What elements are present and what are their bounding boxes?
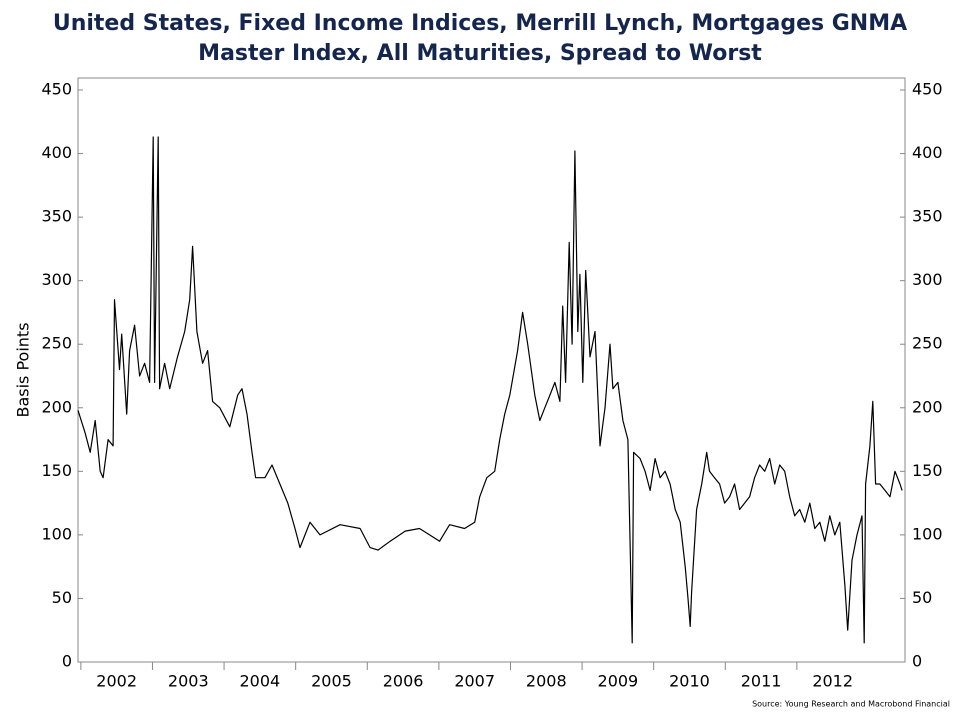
x-tick-label: 2011: [741, 672, 782, 691]
x-tick-label: 2004: [240, 672, 281, 691]
y2-tick-label: 50: [912, 588, 932, 607]
chart-title: United States, Fixed Income Indices, Mer…: [53, 11, 907, 36]
plot-frame: [77, 77, 906, 663]
y-axis-label: Basis Points: [14, 322, 33, 417]
x-tick-label: 2005: [311, 672, 352, 691]
y2-tick-label: 150: [912, 461, 943, 480]
x-tick-label: 2008: [526, 672, 567, 691]
y2-tick-label: 400: [912, 143, 943, 162]
chart-title: Master Index, All Maturities, Spread to …: [198, 41, 762, 66]
y-tick-label: 100: [41, 524, 72, 543]
y2-tick-label: 350: [912, 207, 943, 226]
y-tick-label: 150: [41, 461, 72, 480]
line-series: [77, 136, 903, 644]
y-tick-label: 450: [41, 80, 72, 99]
x-tick-label: 2010: [669, 672, 710, 691]
y2-tick-label: 250: [912, 334, 943, 353]
x-tick-label: 2006: [383, 672, 424, 691]
x-tick-label: 2009: [598, 672, 639, 691]
x-tick-label: 2012: [812, 672, 853, 691]
y-tick-label: 300: [41, 270, 72, 289]
y-tick-label: 200: [41, 397, 72, 416]
source: Source: Young Research and Macrobond Fin…: [752, 700, 950, 709]
y-tick-label: 250: [41, 334, 72, 353]
x-tick-label: 2003: [168, 672, 209, 691]
y2-tick-label: 200: [912, 397, 943, 416]
y2-tick-label: 450: [912, 80, 943, 99]
y2-tick-label: 300: [912, 270, 943, 289]
y2-tick-label: 100: [912, 524, 943, 543]
y-tick-label: 350: [41, 207, 72, 226]
x-tick-label: 2007: [454, 672, 495, 691]
x-tick-label: 2002: [96, 672, 137, 691]
y2-tick-label: 0: [912, 652, 922, 671]
y-tick-label: 50: [52, 588, 72, 607]
y-tick-label: 0: [62, 652, 72, 671]
y-tick-label: 400: [41, 143, 72, 162]
